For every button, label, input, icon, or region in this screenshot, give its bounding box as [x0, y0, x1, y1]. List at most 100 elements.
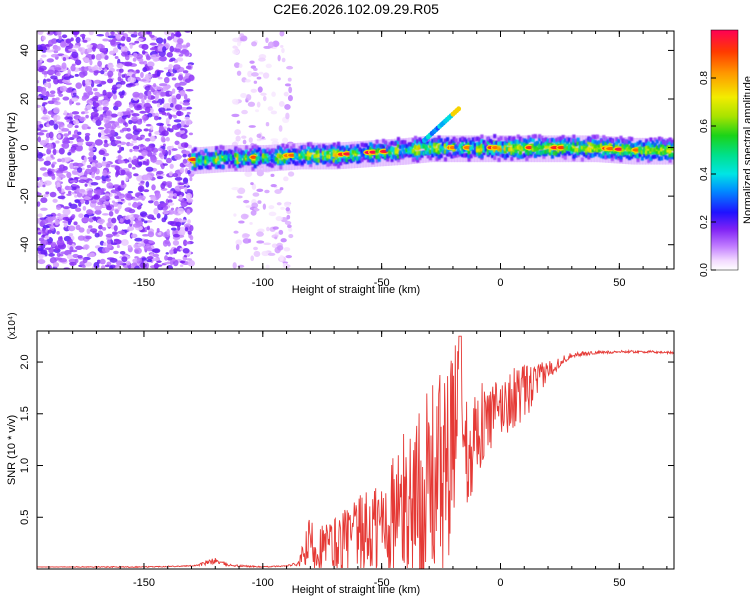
heatmap-cell: [37, 31, 44, 36]
heatmap-cell: [52, 198, 58, 203]
heatmap-cell: [634, 142, 638, 147]
heatmap-cell: [433, 151, 437, 156]
heatmap-cell: [647, 149, 651, 155]
heatmap-cell: [657, 149, 662, 155]
heatmap-cell: [146, 31, 151, 35]
heatmap-cell: [330, 156, 334, 161]
heatmap-cell: [247, 151, 251, 156]
heatmap-cell: [151, 248, 160, 253]
heatmap-cell: [315, 153, 319, 158]
heatmap-cell: [136, 257, 142, 264]
heatmap-cell: [178, 129, 186, 134]
heatmap-cell: [128, 119, 133, 125]
heatmap-cell: [390, 140, 394, 146]
heatmap-cell: [270, 158, 274, 163]
heatmap-cell: [266, 152, 270, 157]
heatmap-cell: [204, 164, 208, 169]
heatmap-cell: [446, 141, 450, 146]
heatmap-cell: [247, 161, 251, 166]
heatmap-cell: [386, 154, 390, 159]
heatmap-cell: [272, 161, 276, 166]
heatmap-cell: [591, 145, 595, 150]
heatmap-cell: [144, 161, 149, 166]
heatmap-cell: [270, 148, 274, 153]
heatmap-cell: [50, 225, 55, 229]
heatmap-cell: [120, 51, 128, 57]
heatmap-cell: [362, 155, 366, 160]
heatmap-cell: [381, 138, 386, 144]
heatmap-cell: [657, 146, 662, 151]
heatmap-cell: [102, 195, 111, 200]
heatmap-cell: [170, 32, 175, 39]
heatmap-cell: [153, 115, 159, 121]
heatmap-cell: [576, 137, 580, 142]
heatmap-cell: [283, 91, 289, 97]
heatmap-cell: [351, 141, 356, 169]
heatmap-cell: [230, 160, 234, 165]
heatmap-cell: [630, 136, 634, 142]
heatmap-cell: [336, 141, 341, 146]
heatmap-cell: [158, 55, 167, 62]
heatmap-cell: [234, 145, 239, 172]
heatmap-cell: [185, 258, 193, 261]
heatmap-cell: [236, 160, 240, 165]
heatmap-cell: [589, 137, 593, 143]
colorbar-tick-label: 0.0: [699, 263, 710, 277]
heatmap-cell: [379, 144, 383, 149]
heatmap-cell: [595, 134, 600, 139]
heatmap-cell: [670, 137, 674, 165]
heatmap-cell: [651, 148, 655, 153]
heatmap-cell: [311, 145, 315, 150]
heatmap-cell: [597, 147, 602, 153]
x-tick-label: -100: [252, 577, 274, 589]
heatmap-cell: [280, 206, 285, 210]
heatmap-cell: [619, 155, 623, 160]
heatmap-cell: [63, 133, 70, 137]
heatmap-cell: [266, 157, 270, 162]
heatmap-cell: [115, 34, 121, 40]
heatmap-cell: [61, 62, 67, 69]
heatmap-cell: [118, 71, 122, 78]
heatmap-cell: [655, 153, 659, 158]
heatmap-cell: [93, 70, 101, 74]
heatmap-cell: [251, 145, 255, 150]
heatmap-cell: [38, 177, 42, 181]
heatmap-cell: [433, 138, 437, 143]
heatmap-cell: [606, 139, 610, 144]
heatmap-cell: [328, 144, 332, 149]
heatmap-cell: [259, 157, 264, 163]
y-tick-label: -20: [19, 188, 31, 204]
heatmap-cell: [227, 154, 232, 159]
heatmap-cell: [642, 153, 647, 158]
heatmap-cell: [666, 156, 670, 161]
heatmap-cell: [388, 142, 392, 147]
heatmap-cell: [347, 154, 351, 159]
heatmap-cell: [191, 166, 195, 171]
heatmap-cell: [270, 110, 278, 115]
heatmap-cell: [66, 171, 72, 179]
heatmap-cell: [390, 157, 394, 163]
heatmap-cell: [85, 141, 94, 145]
heatmap-cell: [87, 126, 91, 130]
heatmap-cell: [212, 162, 217, 167]
heatmap-cell: [623, 151, 627, 156]
heatmap-cell: [242, 151, 247, 156]
heatmap-cell: [580, 141, 585, 146]
heatmap-cell: [286, 214, 291, 220]
heatmap-cell: [256, 133, 262, 139]
heatmap-cell: [204, 148, 208, 154]
heatmap-cell: [645, 145, 649, 150]
heatmap-cell: [478, 141, 482, 146]
heatmap-cell: [166, 52, 174, 58]
heatmap-cell: [336, 149, 341, 154]
heatmap-cell: [326, 154, 330, 159]
heatmap-cell: [169, 259, 174, 266]
heatmap-cell: [283, 159, 287, 164]
heatmap-cell: [127, 190, 134, 194]
heatmap-cell: [92, 154, 97, 161]
heatmap-cell: [535, 146, 540, 151]
x-tick-label: 50: [613, 577, 625, 589]
heatmap-cell: [356, 141, 361, 168]
heatmap-cell: [347, 148, 351, 153]
heatmap-cell: [102, 106, 109, 111]
